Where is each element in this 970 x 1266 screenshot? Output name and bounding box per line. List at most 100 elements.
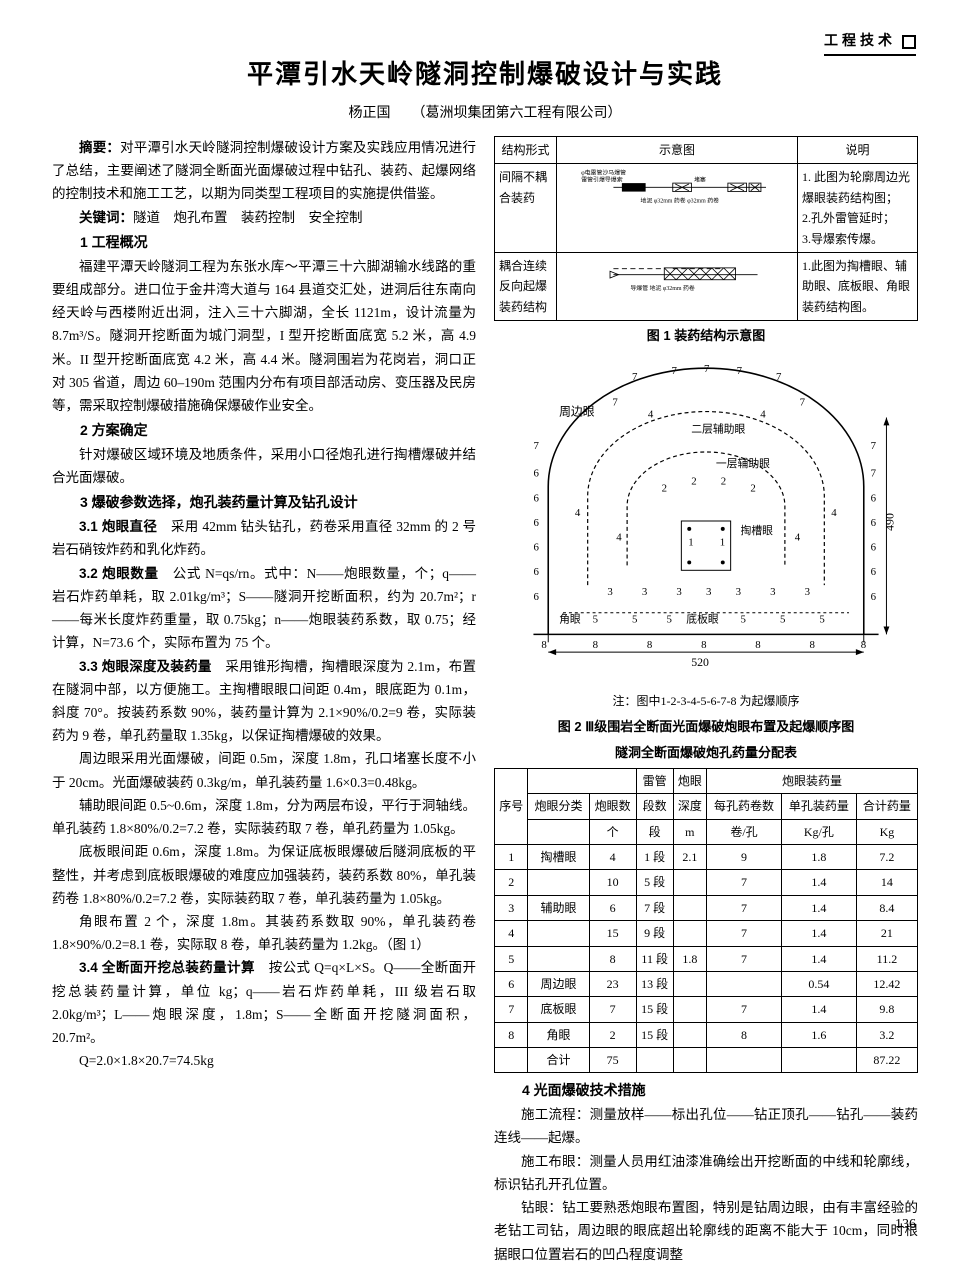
svg-text:5: 5 (632, 614, 637, 626)
svg-text:3: 3 (607, 586, 612, 598)
para-3-3: 3.3 炮眼深度及装药量 采用锥形掏槽，掏槽眼深度为 2.1m，布置在隧洞中部，… (52, 655, 476, 748)
table-1: 结构形式 示意图 说明 间隔不耦 合装药 φ电雷管沙马爆管 雷管引爆导爆索 堵塞 (494, 136, 918, 321)
page-title: 平潭引水天岭隧洞控制爆破设计与实践 (52, 52, 918, 96)
keywords-text: 隧道 炮孔布置 装药控制 安全控制 (133, 210, 363, 225)
t2h2-6: 合计药量 (856, 794, 917, 819)
t1-r1-sketch: 导爆管 地泥 φ32mm 药卷 (557, 252, 798, 320)
table-cell: 8 (707, 1022, 782, 1047)
svg-text:6: 6 (533, 591, 539, 603)
para-3-3c: 辅助眼间距 0.5~0.6m，深度 1.8m，分为两层布设，平行于洞轴线。单孔装… (52, 794, 476, 840)
table-cell: 7.2 (856, 844, 917, 869)
table-cell: 2.1 (673, 844, 706, 869)
section-header: 工程技术 (824, 30, 916, 56)
heading-1: 1 工程概况 (52, 231, 476, 255)
svg-text:6: 6 (533, 492, 539, 504)
para-3-2: 3.2 炮眼数量 公式 N=qs/rn。式中：N——炮眼数量，个；q——岩石炸药… (52, 562, 476, 655)
svg-text:7: 7 (800, 397, 806, 409)
table-cell: 7 (495, 997, 528, 1022)
abstract-label: 摘要： (79, 140, 120, 155)
svg-text:5: 5 (780, 614, 785, 626)
table-cell: 2 (495, 870, 528, 895)
svg-text:5: 5 (667, 614, 672, 626)
author-affil: （葛洲坝集团第六工程有限公司） (412, 106, 622, 121)
table-row: 合计7587.22 (495, 1048, 918, 1073)
svg-text:3: 3 (805, 586, 810, 598)
table-cell: 合计 (528, 1048, 589, 1073)
table-cell: 3.2 (856, 1022, 917, 1047)
t1-r0-name: 间隔不耦 合装药 (495, 164, 557, 253)
svg-text:掏槽眼: 掏槽眼 (741, 523, 774, 537)
table-cell: 1.4 (781, 870, 856, 895)
table-cell (528, 921, 589, 946)
t1-r1-name: 耦合连续 反向起爆 装药结构 (495, 252, 557, 320)
table-cell (781, 1048, 856, 1073)
para-3-3b: 周边眼采用光面爆破，间距 0.5m，深度 1.8m，孔口堵塞长度不小于 20cm… (52, 747, 476, 793)
table-cell (707, 1048, 782, 1073)
table-cell: 9 段 (636, 921, 673, 946)
p33-label: 3.3 炮眼深度及装药量 (79, 659, 212, 674)
para-3-4: 3.4 全断面开挖总装药量计算 按公式 Q=q×L×S。Q——全断面开挖总装药量… (52, 956, 476, 1049)
svg-text:地泥 φ32mm 药卷 φ32mm 药卷: 地泥 φ32mm 药卷 φ32mm 药卷 (641, 197, 720, 205)
svg-text:1: 1 (720, 537, 725, 549)
svg-text:7: 7 (776, 371, 782, 383)
svg-text:5: 5 (819, 614, 824, 626)
table-cell: 1.8 (781, 844, 856, 869)
svg-text:2: 2 (662, 483, 667, 495)
svg-text:4: 4 (575, 507, 581, 519)
table-cell: 12.42 (856, 971, 917, 996)
table-row: 7底板眼715 段71.49.8 (495, 997, 918, 1022)
table-cell: 7 (707, 997, 782, 1022)
table-cell (673, 1048, 706, 1073)
svg-text:二层辅助眼: 二层辅助眼 (691, 421, 745, 435)
svg-text:φ电雷管沙马爆管: φ电雷管沙马爆管 (581, 169, 626, 177)
table-cell: 底板眼 (528, 997, 589, 1022)
table-cell: 14 (856, 870, 917, 895)
section-header-text: 工程技术 (824, 30, 896, 54)
svg-text:6: 6 (871, 566, 877, 578)
t2h2-5: 单孔装药量 (781, 794, 856, 819)
table-cell: 8.4 (856, 895, 917, 920)
svg-text:6: 6 (871, 517, 877, 529)
svg-text:3: 3 (676, 586, 681, 598)
svg-text:周边眼: 周边眼 (559, 405, 595, 419)
table-cell: 15 (589, 921, 636, 946)
table-cell (673, 971, 706, 996)
svg-text:6: 6 (533, 517, 539, 529)
table-cell (495, 1048, 528, 1073)
svg-text:6: 6 (533, 566, 539, 578)
svg-text:4: 4 (795, 532, 801, 544)
table-cell (673, 1022, 706, 1047)
table-cell: 8 (589, 946, 636, 971)
t2h-1 (528, 768, 636, 793)
table-cell: 1.6 (781, 1022, 856, 1047)
svg-text:520: 520 (691, 655, 709, 669)
t2h3-4: 卷/孔 (707, 819, 782, 844)
svg-text:2: 2 (750, 483, 755, 495)
svg-text:8: 8 (755, 639, 760, 651)
table-cell: 7 (707, 921, 782, 946)
table-row: 1掏槽眼41 段2.191.87.2 (495, 844, 918, 869)
table-cell: 1 段 (636, 844, 673, 869)
t2h-3: 炮眼 (673, 768, 706, 793)
t2h3-1: 个 (589, 819, 636, 844)
svg-text:7: 7 (871, 440, 877, 452)
table-cell: 8 (495, 1022, 528, 1047)
svg-text:7: 7 (612, 397, 618, 409)
svg-text:8: 8 (810, 639, 815, 651)
fig2-subcaption: 隧洞全断面爆破炮孔药量分配表 (494, 742, 918, 764)
svg-text:3: 3 (770, 586, 775, 598)
svg-text:7: 7 (632, 371, 638, 383)
table-cell (673, 870, 706, 895)
table-cell: 11.2 (856, 946, 917, 971)
table-cell: 1.8 (673, 946, 706, 971)
svg-text:8: 8 (541, 639, 546, 651)
para-3-3d: 底板眼间距 0.6m，深度 1.8m。为保证底板眼爆破后隧洞底板的平整性，并考虑… (52, 840, 476, 910)
svg-text:角眼: 角眼 (559, 613, 581, 626)
para-4a: 施工流程：测量放样——标出孔位——钻正顶孔——钻孔——装药连线——起爆。 (494, 1103, 918, 1149)
svg-text:4: 4 (831, 507, 837, 519)
svg-text:4: 4 (760, 409, 766, 421)
svg-text:7: 7 (704, 363, 710, 375)
table-cell: 1.4 (781, 997, 856, 1022)
para-3-4b: Q=2.0×1.8×20.7=74.5kg (52, 1049, 476, 1072)
table-cell (673, 895, 706, 920)
